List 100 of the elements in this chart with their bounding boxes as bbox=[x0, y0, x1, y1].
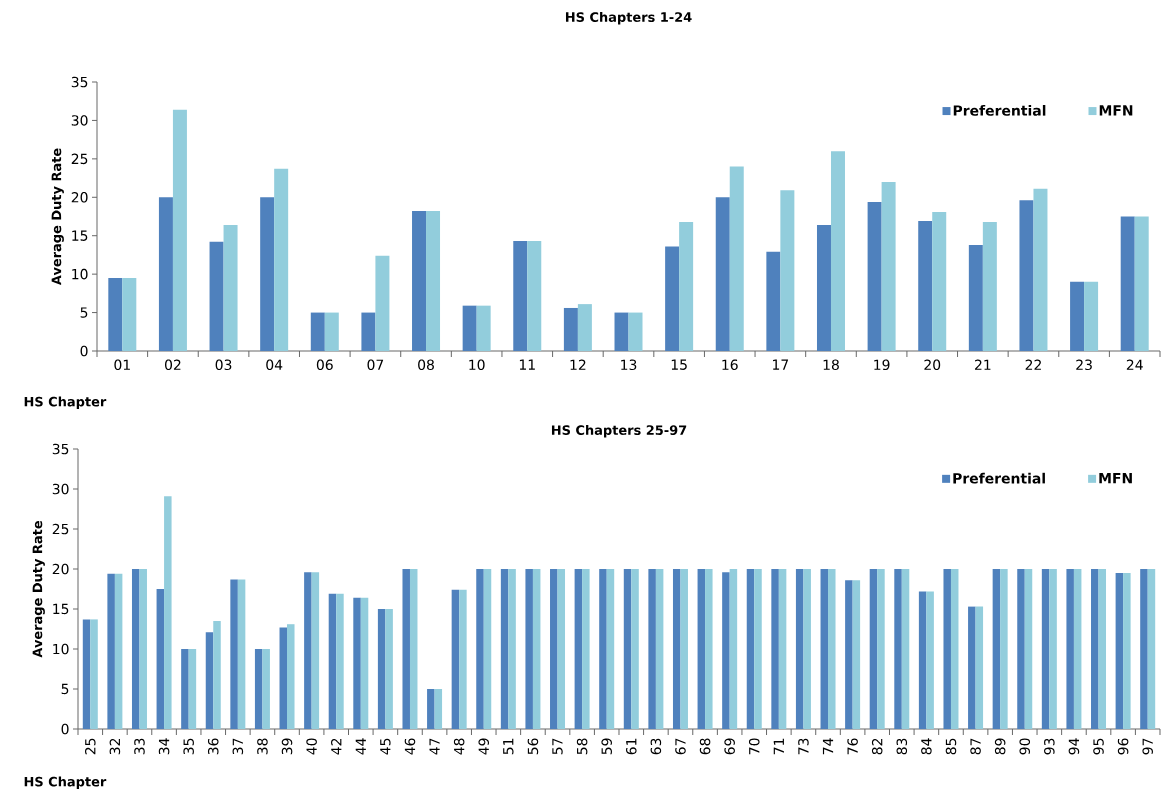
x-tick-label: 07 bbox=[367, 359, 384, 371]
bar bbox=[108, 277, 123, 351]
bar bbox=[1140, 569, 1148, 730]
x-tick-label: 93 bbox=[1044, 738, 1055, 755]
bar bbox=[260, 197, 275, 351]
bar bbox=[107, 573, 115, 730]
x-tick-label: 74 bbox=[822, 738, 834, 755]
x-tick-label: 08 bbox=[418, 359, 434, 371]
bar bbox=[680, 569, 688, 730]
x-tick-label: 59 bbox=[601, 738, 612, 755]
y-tick-label: 25 bbox=[52, 523, 69, 535]
x-tick-label: 69 bbox=[724, 738, 735, 755]
bar bbox=[1073, 569, 1082, 730]
bar bbox=[377, 609, 386, 730]
bar bbox=[975, 606, 984, 730]
bar bbox=[943, 569, 951, 730]
chart-title: HS Chapters 25-97 bbox=[551, 424, 687, 438]
chart-title: HS Chapters 1-24 bbox=[565, 11, 692, 25]
bar bbox=[223, 224, 238, 351]
bar bbox=[582, 569, 590, 730]
x-tick-label: 49 bbox=[478, 738, 490, 755]
bar bbox=[1024, 569, 1033, 730]
bar bbox=[828, 569, 836, 730]
x-tick-label: 63 bbox=[650, 738, 662, 755]
bar bbox=[1115, 573, 1124, 730]
bar bbox=[780, 190, 795, 351]
x-tick-label: 87 bbox=[970, 738, 981, 755]
bar bbox=[968, 606, 976, 730]
y-tick-label: 5 bbox=[61, 683, 69, 695]
bar bbox=[1041, 569, 1050, 730]
bar bbox=[754, 569, 762, 730]
bar bbox=[213, 621, 221, 730]
bar bbox=[830, 151, 845, 351]
x-tick-label: 11 bbox=[519, 359, 535, 370]
y-axis-title: Average Duty Rate bbox=[51, 148, 64, 286]
bar bbox=[918, 591, 927, 730]
bar bbox=[1019, 200, 1034, 351]
bar bbox=[1084, 281, 1099, 351]
bar bbox=[205, 632, 214, 730]
bar bbox=[360, 597, 369, 730]
bar bbox=[1134, 216, 1149, 351]
y-tick-label: 10 bbox=[72, 268, 88, 280]
bar bbox=[631, 569, 639, 730]
bar bbox=[500, 569, 509, 730]
bar bbox=[328, 593, 337, 730]
x-tick-label: 36 bbox=[207, 738, 219, 755]
bar bbox=[606, 569, 615, 730]
x-tick-label: 67 bbox=[675, 738, 686, 755]
legend-label: Preferential bbox=[953, 105, 1046, 116]
x-tick-label: 58 bbox=[576, 738, 588, 755]
x-tick-label: 68 bbox=[699, 738, 711, 755]
bar bbox=[375, 255, 390, 351]
bar bbox=[483, 569, 492, 730]
bar bbox=[164, 496, 172, 730]
bar bbox=[1147, 569, 1156, 730]
bar bbox=[122, 277, 137, 351]
bar bbox=[237, 579, 246, 730]
bar bbox=[1123, 573, 1131, 730]
bar bbox=[881, 181, 896, 351]
bar bbox=[476, 569, 484, 730]
bar bbox=[820, 569, 829, 730]
bar bbox=[1091, 569, 1099, 730]
bar bbox=[181, 649, 189, 730]
bar bbox=[926, 591, 934, 730]
bar bbox=[311, 572, 320, 730]
y-tick-label: 15 bbox=[72, 230, 88, 241]
x-tick-label: 35 bbox=[183, 738, 194, 755]
bar bbox=[451, 589, 460, 730]
bar bbox=[262, 649, 270, 730]
x-tick-label: 71 bbox=[773, 738, 784, 755]
bar bbox=[1066, 569, 1074, 730]
y-tick-label: 25 bbox=[71, 153, 88, 165]
bar bbox=[209, 241, 224, 351]
bar bbox=[156, 589, 165, 730]
x-tick-label: 97 bbox=[1142, 738, 1153, 755]
x-tick-label: 32 bbox=[109, 738, 121, 755]
x-tick-label: 46 bbox=[404, 738, 416, 755]
x-axis-title: HS Chapter bbox=[24, 396, 107, 410]
bar bbox=[158, 197, 173, 351]
x-tick-label: 96 bbox=[1117, 738, 1129, 755]
bar bbox=[577, 304, 592, 351]
bar bbox=[574, 569, 583, 730]
bar bbox=[655, 569, 664, 730]
x-tick-label: 06 bbox=[316, 359, 333, 371]
bar bbox=[795, 569, 804, 730]
y-tick-label: 35 bbox=[71, 76, 88, 88]
x-tick-label: 82 bbox=[871, 738, 883, 755]
bar bbox=[279, 627, 288, 730]
y-tick-label: 0 bbox=[61, 723, 69, 735]
x-tick-label: 57 bbox=[552, 738, 563, 755]
bar bbox=[274, 168, 289, 351]
bar bbox=[982, 221, 997, 351]
bar bbox=[816, 224, 831, 351]
x-tick-label: 16 bbox=[722, 359, 738, 371]
bar bbox=[434, 689, 443, 730]
bar bbox=[462, 305, 477, 351]
x-tick-label: 22 bbox=[1025, 359, 1041, 370]
y-tick-label: 20 bbox=[52, 563, 69, 575]
x-tick-label: 02 bbox=[164, 359, 181, 371]
x-tick-label: 56 bbox=[527, 738, 539, 755]
